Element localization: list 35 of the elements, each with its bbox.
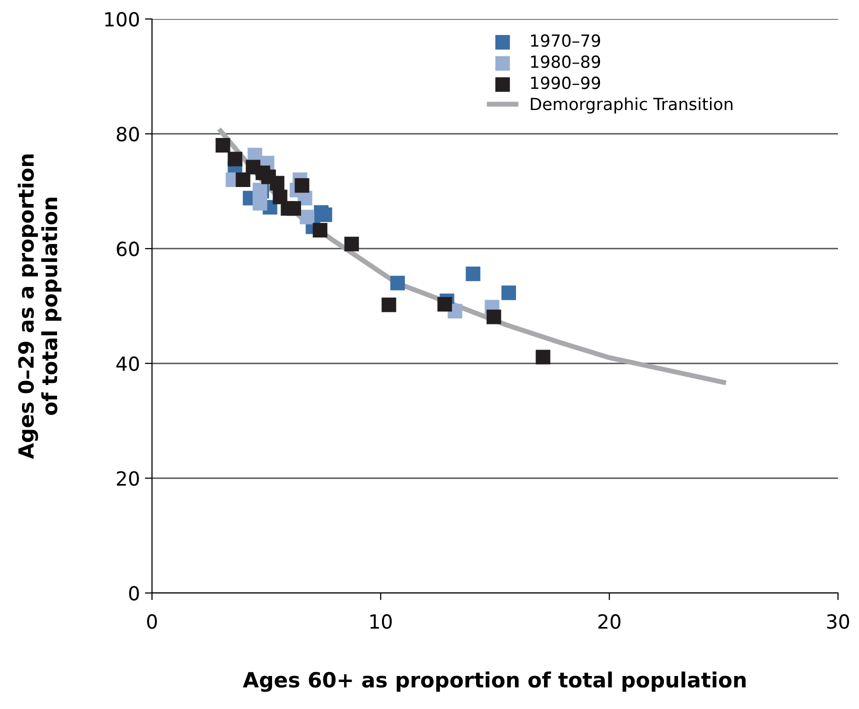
point <box>466 266 480 282</box>
point <box>286 201 302 216</box>
x-axis-title: Ages 60+ as proportion of total population <box>242 672 746 692</box>
point <box>216 138 230 153</box>
y-tick-label: 0 <box>129 586 139 601</box>
point <box>261 170 276 184</box>
x-tick-label: 10 <box>370 614 392 629</box>
y-tick-label: 100 <box>105 12 139 27</box>
legend-label: 1990–99 <box>531 76 600 90</box>
y-axis-title: Ages 0–29 as a proportion of total population <box>18 154 62 460</box>
point <box>390 276 405 290</box>
legend-label: Demorgraphic Transition <box>530 97 732 114</box>
point <box>437 296 452 312</box>
point <box>228 152 242 166</box>
point <box>252 196 268 211</box>
legend-label: 1980–89 <box>531 55 600 68</box>
y-tick-label: 20 <box>116 471 139 486</box>
point <box>300 210 314 224</box>
y-tick-label: 60 <box>116 242 139 256</box>
point <box>294 178 310 193</box>
x-tick-label: 0 <box>147 614 157 629</box>
point <box>236 172 250 188</box>
x-tick-label: 20 <box>598 614 620 629</box>
point <box>344 236 359 252</box>
y-tick-label: 40 <box>116 356 139 372</box>
legend-label: 1970–79 <box>531 34 600 47</box>
point <box>312 222 328 238</box>
point <box>501 286 516 300</box>
line-series <box>218 128 726 385</box>
point <box>382 298 396 312</box>
point <box>486 310 502 324</box>
y-tick-label: 80 <box>116 126 139 142</box>
x-tick-label: 30 <box>827 614 850 629</box>
point <box>314 205 328 220</box>
point <box>536 350 550 364</box>
